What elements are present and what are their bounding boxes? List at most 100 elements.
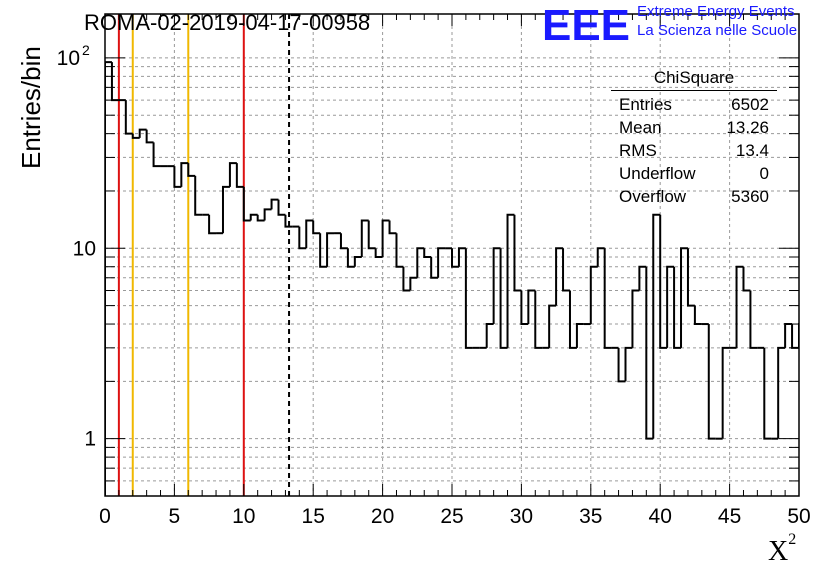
x-axis-label: X2 [768, 531, 796, 568]
histogram-bin [555, 247, 564, 306]
histogram-bin [527, 289, 536, 325]
histogram-bin [131, 133, 140, 139]
histogram-bin [138, 128, 147, 138]
histogram-bin [430, 256, 439, 279]
histogram-bin [152, 142, 161, 168]
histogram-bin [298, 226, 307, 250]
histogram-bin [617, 347, 626, 383]
histogram-bin [124, 100, 133, 135]
histogram-bin [423, 248, 432, 258]
stats-value: 13.26 [726, 118, 769, 137]
histogram-bin [798, 323, 799, 348]
histogram-bin [242, 186, 251, 222]
histogram-bin [784, 323, 793, 348]
stats-row-underflow: Underflow 0 [611, 162, 777, 185]
histogram-bin [416, 247, 425, 278]
histogram-bin [624, 346, 633, 382]
histogram-bin [256, 214, 265, 222]
x-tick-label: 40 [649, 505, 672, 528]
histogram-bin [562, 248, 570, 292]
histogram-bin [666, 265, 675, 348]
histogram-bin [388, 220, 397, 235]
y-tick-label: 1 [84, 428, 96, 451]
histogram-bin [277, 199, 286, 216]
stats-box: ChiSquare Entries 6502 Mean 13.26 RMS 13… [611, 68, 777, 208]
histogram-bin [777, 346, 786, 439]
stats-value: 5360 [731, 187, 769, 206]
histogram-bin [631, 289, 640, 348]
histogram-bin [534, 290, 543, 349]
x-axis-label-symbol: X [768, 536, 789, 567]
histogram-bin [652, 213, 661, 439]
logo-line-1: Extreme Energy Events [637, 3, 795, 20]
histogram-bin [520, 290, 529, 326]
histogram-bins [105, 61, 834, 496]
stats-label: Overflow [619, 187, 687, 206]
logo-caption: Extreme Energy Events La Scienza nelle S… [637, 2, 797, 40]
histogram-bin [638, 265, 647, 291]
histogram-bin [284, 214, 293, 228]
x-tick-label: 30 [510, 505, 533, 528]
y-tick-label-exponent: 2 [82, 42, 90, 58]
histogram-bin [208, 214, 217, 235]
histogram-bin [596, 247, 605, 267]
stats-label: RMS [619, 141, 657, 160]
histogram-bin [548, 304, 557, 348]
histogram-bin [749, 290, 758, 349]
histogram-bin [187, 163, 196, 177]
histogram-bin [367, 220, 376, 250]
stats-label: Entries [619, 95, 672, 114]
x-tick-label: 20 [371, 505, 394, 528]
histogram-bin [270, 198, 279, 210]
stats-title: ChiSquare [611, 68, 777, 91]
histogram-bin [374, 248, 383, 258]
histogram-bin [568, 290, 577, 349]
histogram-bin [194, 175, 203, 216]
histogram-bin [409, 276, 418, 291]
histogram-bin [228, 162, 237, 187]
histogram-bin [180, 162, 189, 187]
x-tick-label: 5 [169, 505, 181, 528]
x-tick-label: 25 [440, 505, 463, 528]
histogram-bin [735, 265, 744, 348]
x-axis-label-superscript: 2 [788, 530, 797, 548]
histogram-bin [506, 213, 515, 348]
stats-value: 0 [759, 164, 769, 183]
histogram-bin [105, 61, 112, 496]
x-tick-label: 50 [787, 505, 810, 528]
histogram-bin [457, 247, 466, 267]
histogram-bin [402, 266, 411, 292]
histogram-bin [221, 185, 230, 234]
histogram-bin [603, 248, 612, 349]
histogram-bin [827, 248, 834, 438]
histogram-bin [659, 214, 668, 349]
x-tick-label: 0 [99, 505, 111, 528]
stats-value: 6502 [731, 95, 769, 114]
histogram-bin [721, 346, 730, 439]
histogram-bin [513, 214, 522, 292]
x-tick-label: 35 [579, 505, 602, 528]
histogram-bin [763, 347, 772, 440]
x-tick-label: 15 [302, 505, 325, 528]
histogram-bin [686, 248, 695, 307]
x-tick-label: 45 [718, 505, 741, 528]
histogram-bin [742, 266, 751, 292]
histogram-bin [492, 247, 501, 325]
histogram-bin [806, 324, 813, 348]
eee-logo: EEE [542, 2, 630, 46]
stats-row-overflow: Overflow 5360 [611, 185, 777, 208]
stats-value: 13.4 [735, 141, 769, 160]
histogram-bin [339, 233, 348, 250]
histogram-bin [693, 305, 702, 326]
histogram-bin [353, 255, 362, 267]
histogram-bin [326, 232, 335, 267]
histogram-bin [319, 233, 328, 268]
histogram-bin [249, 213, 258, 221]
histogram-bin [235, 163, 244, 188]
histogram-bin [346, 248, 355, 268]
stats-row-mean: Mean 13.26 [611, 116, 777, 139]
histogram-bin [575, 323, 584, 348]
histogram-bin [673, 266, 682, 349]
y-axis-label: Entries/bin [16, 46, 46, 169]
histogram-bin [589, 265, 598, 325]
